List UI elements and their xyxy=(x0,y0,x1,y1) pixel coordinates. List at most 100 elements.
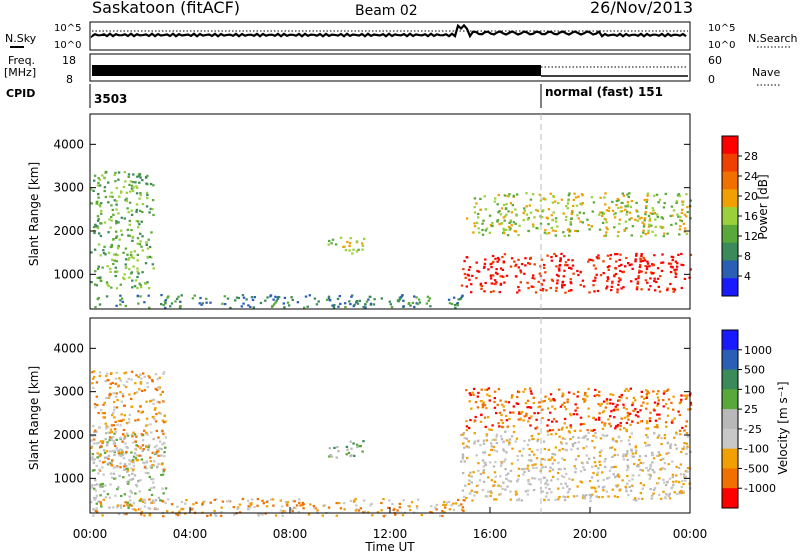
heatmap-cell xyxy=(582,212,586,215)
heatmap-cell xyxy=(587,223,590,227)
heatmap-cell xyxy=(131,508,134,511)
heatmap-cell xyxy=(664,192,667,195)
heatmap-cell xyxy=(132,265,135,268)
heatmap-cell xyxy=(137,302,140,305)
heatmap-cell xyxy=(128,413,132,416)
heatmap-cell xyxy=(473,442,476,445)
heatmap-cell xyxy=(502,481,505,484)
heatmap-cell xyxy=(93,458,96,461)
heatmap-cell xyxy=(473,420,476,423)
heatmap-cell xyxy=(184,502,187,505)
heatmap-cell xyxy=(491,224,494,227)
heatmap-cell xyxy=(139,209,142,212)
heatmap-cell xyxy=(612,408,616,411)
heatmap-cell xyxy=(135,208,139,211)
heatmap-cell xyxy=(523,415,526,418)
heatmap-cell xyxy=(484,258,487,261)
heatmap-cell xyxy=(111,208,114,211)
colorbar-tick-label: 20 xyxy=(744,190,758,203)
heatmap-cell xyxy=(214,513,217,516)
heatmap-cell xyxy=(533,216,536,219)
heatmap-cell xyxy=(564,264,567,267)
heatmap-cell xyxy=(110,431,113,434)
heatmap-cell xyxy=(623,416,627,419)
heatmap-cell xyxy=(668,497,672,500)
heatmap-cell xyxy=(117,244,120,247)
heatmap-cell xyxy=(113,400,116,404)
heatmap-cell xyxy=(626,475,629,478)
heatmap-cell xyxy=(246,499,250,502)
heatmap-cell xyxy=(528,262,532,265)
heatmap-cell xyxy=(200,303,203,306)
heatmap-cell xyxy=(533,412,536,415)
heatmap-cell xyxy=(546,483,550,486)
heatmap-cell xyxy=(102,473,105,476)
heatmap-cell xyxy=(591,439,594,443)
heatmap-cell xyxy=(120,494,123,498)
heatmap-cell xyxy=(567,258,570,261)
heatmap-cell xyxy=(95,507,98,510)
heatmap-cell xyxy=(527,262,530,265)
heatmap-cell xyxy=(98,203,101,206)
heatmap-cell xyxy=(594,432,597,435)
heatmap-cell xyxy=(121,300,124,303)
heatmap-cell xyxy=(111,436,115,439)
heatmap-cell xyxy=(312,504,316,508)
heatmap-cell xyxy=(579,480,582,483)
heatmap-cell xyxy=(122,384,126,387)
heatmap-cell xyxy=(601,433,604,437)
heatmap-cell xyxy=(666,481,669,484)
heatmap-cell xyxy=(339,236,343,239)
heatmap-cell xyxy=(160,294,163,297)
heatmap-cell xyxy=(344,306,347,309)
heatmap-cell xyxy=(551,475,555,478)
heatmap-cell xyxy=(115,236,118,239)
heatmap-cell xyxy=(635,201,638,204)
noise-sky-line xyxy=(90,23,687,39)
heatmap-cell xyxy=(488,453,491,457)
heatmap-cell xyxy=(116,247,120,250)
heatmap-cell xyxy=(416,302,420,306)
heatmap-cell xyxy=(606,254,610,257)
heatmap-cell xyxy=(131,181,135,184)
heatmap-cell xyxy=(674,222,678,225)
heatmap-cell xyxy=(666,442,670,445)
heatmap-cell xyxy=(141,249,144,252)
heatmap-cell xyxy=(669,443,673,446)
heatmap-cell xyxy=(682,483,685,486)
heatmap-cell xyxy=(473,490,477,493)
heatmap-cell xyxy=(100,409,103,412)
heatmap-cell xyxy=(675,201,678,204)
heatmap-cell xyxy=(543,231,547,234)
heatmap-cell xyxy=(439,514,442,517)
heatmap-cell xyxy=(536,448,539,452)
heatmap-cell xyxy=(505,228,508,231)
heatmap-cell xyxy=(91,371,94,374)
heatmap-cell xyxy=(484,495,488,498)
heatmap-cell xyxy=(126,481,129,484)
heatmap-cell xyxy=(564,408,568,411)
heatmap-cell xyxy=(563,401,566,404)
heatmap-cell xyxy=(146,381,149,385)
heatmap-cell xyxy=(531,464,534,467)
heatmap-cell xyxy=(671,473,675,476)
heatmap-cell xyxy=(123,513,126,516)
heatmap-cell xyxy=(482,451,485,454)
heatmap-cell xyxy=(143,505,147,508)
heatmap-cell xyxy=(541,457,544,461)
heatmap-cell xyxy=(126,253,129,256)
heatmap-cell xyxy=(158,440,162,443)
heatmap-cell xyxy=(477,212,480,216)
heatmap-cell xyxy=(442,503,445,506)
heatmap-cell xyxy=(103,449,106,452)
heatmap-cell xyxy=(577,195,580,198)
heatmap-cell xyxy=(551,201,555,204)
heatmap-cell xyxy=(623,389,627,392)
heatmap-cell xyxy=(152,402,155,405)
heatmap-cell xyxy=(484,425,487,428)
heatmap-cell xyxy=(118,195,121,198)
heatmap-cell xyxy=(115,304,118,307)
heatmap-cell xyxy=(96,298,99,301)
heatmap-cell xyxy=(113,409,116,412)
